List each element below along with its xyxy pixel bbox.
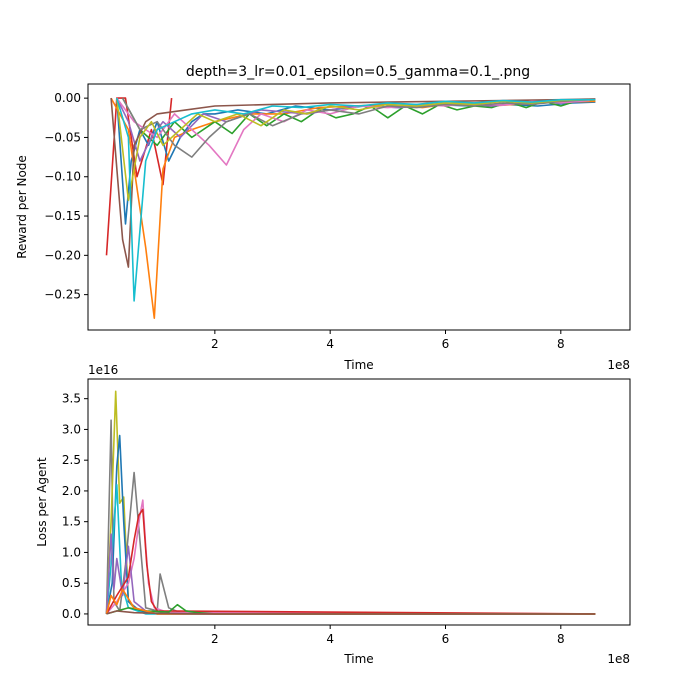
reward-x-tick-label: 8 bbox=[557, 337, 565, 351]
loss-y-axis-label: Loss per Agent bbox=[35, 457, 49, 547]
reward-x-tick-label: 4 bbox=[326, 337, 334, 351]
reward-y-axis-label: Reward per Node bbox=[15, 155, 29, 259]
loss-x-offset-label: 1e8 bbox=[607, 652, 630, 666]
loss-y-tick-label: 2.5 bbox=[62, 453, 81, 467]
loss-y-tick-label: 0.0 bbox=[62, 607, 81, 621]
loss-y-tick-label: 2.0 bbox=[62, 484, 81, 498]
reward-y-tick-label: −0.25 bbox=[44, 288, 81, 302]
reward-x-axis-label: Time bbox=[343, 358, 373, 372]
reward-y-tick-label: −0.15 bbox=[44, 209, 81, 223]
reward-x-tick-label: 2 bbox=[211, 337, 219, 351]
loss-y-offset-label: 1e16 bbox=[88, 363, 118, 377]
reward-y-tick-label: −0.05 bbox=[44, 130, 81, 144]
reward-y-ticks: 0.00 −0.05 −0.10 −0.15 −0.20 −0.25 bbox=[44, 91, 88, 302]
loss-series-line-9 bbox=[106, 610, 596, 615]
loss-y-tick-label: 3.5 bbox=[62, 392, 81, 406]
loss-subplot: 2 4 6 8 0.0 0.5 1.0 1.5 2.0 2.5 3.0 3.5 Time Loss … bbox=[35, 363, 631, 666]
loss-x-axis-label: Time bbox=[343, 652, 373, 666]
loss-y-tick-label: 3.0 bbox=[62, 422, 81, 436]
reward-series-line-7 bbox=[121, 97, 590, 158]
reward-series-line-8 bbox=[116, 98, 590, 202]
loss-y-tick-label: 1.0 bbox=[62, 545, 81, 559]
loss-y-tick-label: 1.5 bbox=[62, 515, 81, 529]
loss-x-tick-label: 6 bbox=[442, 632, 450, 646]
loss-x-tick-label: 2 bbox=[211, 632, 219, 646]
loss-axes-frame bbox=[87, 378, 631, 626]
reward-x-tick-label: 6 bbox=[442, 337, 450, 351]
reward-y-tick-label: −0.20 bbox=[44, 248, 81, 262]
loss-series-line-6 bbox=[105, 508, 596, 615]
loss-x-tick-label: 4 bbox=[326, 632, 334, 646]
loss-y-ticks: 0.0 0.5 1.0 1.5 2.0 2.5 3.0 3.5 bbox=[62, 392, 88, 621]
reward-subplot: depth=3_lr=0.01_epsilon=0.5_gamma=0.1_.p… bbox=[15, 64, 631, 372]
loss-y-tick-label: 0.5 bbox=[62, 576, 81, 590]
reward-x-offset-label: 1e8 bbox=[607, 358, 630, 372]
reward-y-tick-label: −0.10 bbox=[44, 170, 81, 184]
loss-series-group bbox=[105, 390, 596, 615]
reward-x-ticks: 2 4 6 8 bbox=[211, 330, 565, 351]
reward-series-line-5 bbox=[110, 98, 596, 268]
loss-x-ticks: 2 4 6 8 bbox=[211, 625, 565, 646]
reward-series-line-9 bbox=[116, 97, 596, 302]
reward-axes-frame bbox=[87, 83, 631, 331]
reward-series-group bbox=[105, 97, 596, 320]
reward-y-tick-label: 0.00 bbox=[54, 91, 81, 105]
loss-series-line-4 bbox=[105, 499, 596, 615]
loss-x-tick-label: 8 bbox=[557, 632, 565, 646]
chart-title: depth=3_lr=0.01_epsilon=0.5_gamma=0.1_.p… bbox=[186, 64, 530, 80]
